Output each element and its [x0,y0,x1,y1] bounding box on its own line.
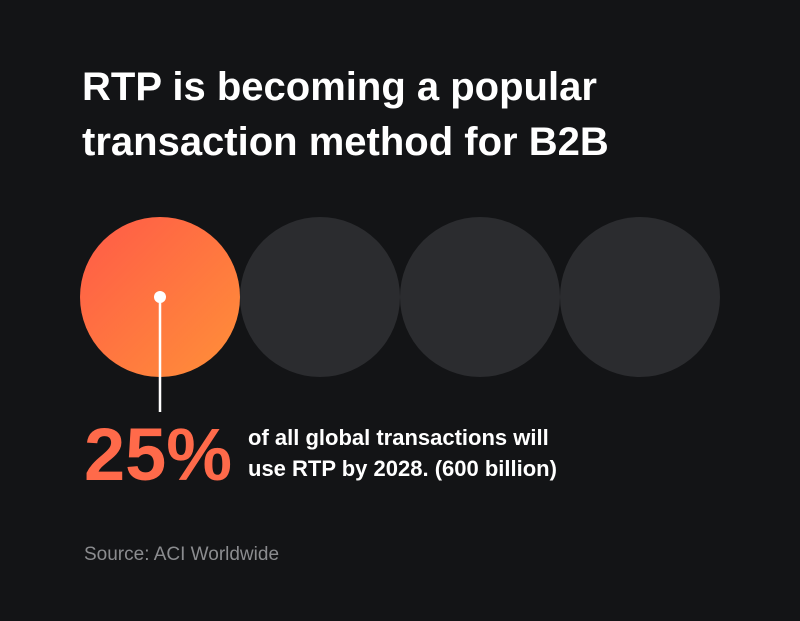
circle [240,217,400,377]
stat-value: 25% [84,413,232,496]
source: Source: ACI Worldwide [84,544,279,565]
circle [560,217,720,377]
stat-text: of all global transactions will [248,425,549,450]
title-line: transaction method for B2B [82,120,609,164]
pointer-dot [154,291,166,303]
circle [400,217,560,377]
title-line: RTP is becoming a popular [82,65,597,109]
stat-text: use RTP by 2028. (600 billion) [248,456,557,481]
